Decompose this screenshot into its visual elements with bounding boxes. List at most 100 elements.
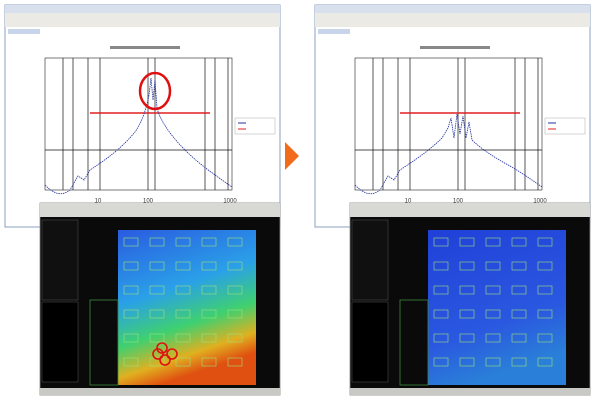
component	[123, 237, 139, 247]
component	[123, 285, 139, 295]
component	[227, 333, 243, 343]
status-bar	[40, 388, 280, 395]
hotspot-circle	[166, 348, 178, 360]
toolbar	[5, 13, 280, 27]
component	[227, 237, 243, 247]
component	[149, 357, 165, 367]
hotspot-circle	[152, 348, 164, 360]
component	[485, 237, 501, 247]
mini-map	[41, 301, 79, 383]
x-label: 1000	[223, 199, 237, 205]
component	[201, 357, 217, 367]
impedance-curve	[44, 77, 233, 195]
x-label: 1000	[533, 199, 547, 205]
component	[511, 357, 527, 367]
x-label: 100	[143, 199, 154, 205]
component	[175, 309, 191, 319]
component	[149, 309, 165, 319]
impedance-curve	[354, 113, 543, 195]
chart-window	[314, 4, 591, 228]
component	[511, 309, 527, 319]
component	[459, 333, 475, 343]
component	[511, 285, 527, 295]
sidebar	[41, 219, 79, 301]
panel: 10 100 1000	[4, 4, 281, 396]
tab	[318, 29, 350, 34]
component	[123, 333, 139, 343]
component	[123, 261, 139, 271]
component	[123, 309, 139, 319]
sidebar	[351, 219, 389, 301]
chart-title	[110, 46, 180, 49]
component	[537, 237, 553, 247]
component	[123, 357, 139, 367]
title-bar	[5, 5, 280, 13]
board	[118, 230, 256, 385]
component	[201, 261, 217, 271]
component	[511, 261, 527, 271]
component	[175, 261, 191, 271]
component	[537, 285, 553, 295]
layout-toolbar	[40, 203, 280, 217]
component	[459, 237, 475, 247]
component	[485, 309, 501, 319]
component	[433, 309, 449, 319]
component	[175, 333, 191, 343]
arrow	[285, 142, 299, 170]
chart-window	[4, 4, 281, 228]
tab	[8, 29, 40, 34]
plot-frame	[354, 57, 543, 191]
hotspot-circle	[159, 354, 171, 366]
component	[511, 333, 527, 343]
x-label: 10	[95, 199, 102, 205]
component	[459, 285, 475, 295]
component	[433, 333, 449, 343]
board	[428, 230, 566, 385]
component	[149, 285, 165, 295]
toolbar	[315, 13, 590, 27]
component	[149, 261, 165, 271]
hotspot-circle	[156, 342, 168, 354]
component	[149, 237, 165, 247]
component	[433, 357, 449, 367]
component	[201, 309, 217, 319]
component	[227, 309, 243, 319]
layout-toolbar	[350, 203, 590, 217]
x-label: 100	[453, 199, 464, 205]
component	[485, 357, 501, 367]
status-bar	[350, 388, 590, 395]
component	[537, 333, 553, 343]
component	[433, 285, 449, 295]
component	[201, 237, 217, 247]
legend	[544, 117, 586, 135]
component	[227, 357, 243, 367]
component	[537, 261, 553, 271]
component	[459, 261, 475, 271]
component	[175, 357, 191, 367]
component	[485, 333, 501, 343]
mini-map	[351, 301, 389, 383]
chart-title	[420, 46, 490, 49]
component	[459, 309, 475, 319]
component	[485, 261, 501, 271]
component	[175, 237, 191, 247]
component	[511, 237, 527, 247]
component	[149, 333, 165, 343]
component	[227, 261, 243, 271]
component	[537, 357, 553, 367]
component	[459, 357, 475, 367]
highlight-circle	[138, 71, 172, 111]
title-bar	[315, 5, 590, 13]
component	[537, 309, 553, 319]
component	[433, 237, 449, 247]
component	[175, 285, 191, 295]
panel: 10 100 1000	[314, 4, 591, 396]
component	[227, 285, 243, 295]
legend	[234, 117, 276, 135]
board-outline	[89, 299, 119, 386]
component	[201, 333, 217, 343]
plot-frame	[44, 57, 233, 191]
component	[485, 285, 501, 295]
